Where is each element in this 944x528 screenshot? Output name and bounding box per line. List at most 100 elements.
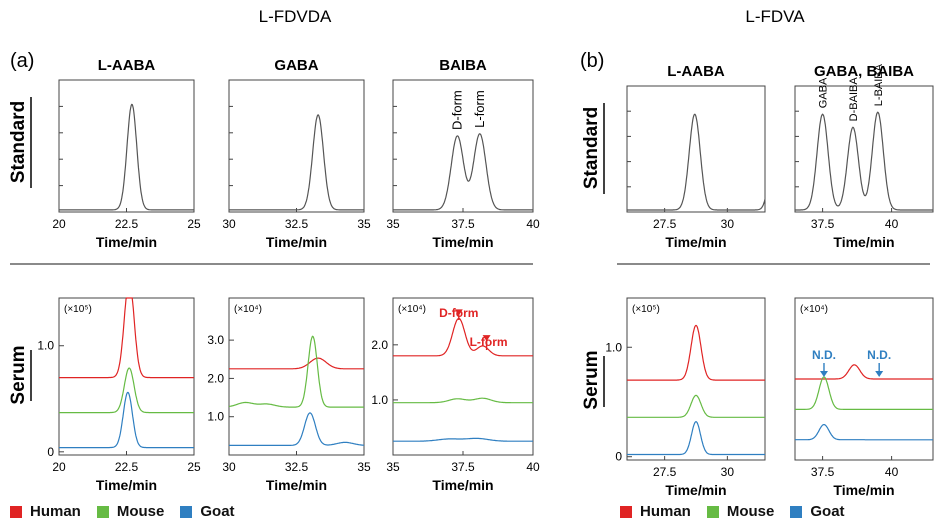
- legend-right: Human Mouse Goat: [620, 503, 861, 520]
- peak-annotation: L-form: [472, 90, 487, 128]
- y-tick-label: 1.0: [371, 393, 388, 407]
- y-tick-label: 2.0: [371, 338, 388, 352]
- human-swatch: [620, 505, 632, 518]
- y-tick-label: 0: [47, 445, 54, 459]
- x-axis-label: Time/min: [665, 234, 726, 250]
- x-tick-label: 27.5: [653, 217, 677, 231]
- plot-frame: [228, 79, 365, 213]
- title-right: L-FDVA: [745, 7, 805, 26]
- x-axis-label: Time/min: [833, 482, 894, 498]
- y-tick-label: 1.0: [207, 410, 224, 424]
- x-tick-label: 20: [52, 460, 66, 474]
- x-tick-label: 35: [386, 460, 400, 474]
- arrow-head: [482, 335, 491, 342]
- row-label-standard-b: Standard: [581, 103, 605, 194]
- x-axis-label: Time/min: [665, 482, 726, 498]
- legend-item-mouse: Mouse: [706, 503, 775, 520]
- series-line-standard: [393, 133, 533, 211]
- legend-left: Human Mouse Goat: [10, 503, 251, 520]
- x-tick-label: 30: [721, 465, 735, 479]
- legend-goat-label: Goat: [810, 503, 845, 520]
- x-tick-label: 37.5: [811, 465, 835, 479]
- peak-annotation: D-BAIBA: [848, 77, 860, 122]
- plot-frame: [392, 297, 534, 456]
- x-tick-label: 25: [187, 217, 201, 231]
- chart-title: BAIBA: [439, 57, 487, 74]
- x-tick-label: 32.5: [285, 217, 309, 231]
- series-line-standard: [229, 114, 364, 211]
- chart-serum-a-aaba: 20 22.5 25 0 1.0 Time/min (×10⁵): [37, 297, 201, 493]
- annotation-nd: N.D.: [867, 348, 891, 362]
- series-line-standard: [627, 113, 766, 211]
- chart-serum-a-gaba: 30 32.5 35 1.0 2.0 3.0 Time/min (×10⁴): [207, 297, 371, 493]
- series-line-mouse: [795, 376, 933, 410]
- svg-text:Serum: Serum: [8, 345, 29, 404]
- series-line-goat: [229, 412, 364, 446]
- y-tick-label: 1.0: [37, 339, 54, 353]
- scale-label: (×10⁵): [632, 304, 660, 315]
- chart-std-a-baiba: 35 37.5 40 Time/min BAIBA D-form L-form: [386, 57, 540, 250]
- scale-label: (×10⁴): [234, 304, 262, 315]
- series-line-goat: [795, 424, 933, 441]
- x-tick-label: 40: [885, 465, 899, 479]
- x-tick-label: 35: [357, 460, 371, 474]
- legend-item-mouse: Mouse: [96, 503, 164, 520]
- chart-title: L-AABA: [667, 63, 725, 80]
- x-tick-label: 22.5: [115, 217, 139, 231]
- x-tick-label: 25: [187, 460, 201, 474]
- chart-std-a-aaba: 20 22.5 25 Time/min L-AABA: [52, 57, 201, 250]
- x-tick-label: 30: [721, 217, 735, 231]
- annotation-l-form: L-form: [470, 335, 508, 349]
- x-tick-label: 37.5: [811, 217, 835, 231]
- y-tick-label: 1.0: [605, 340, 622, 354]
- series-line-human: [59, 297, 194, 379]
- series-line-goat: [393, 437, 533, 442]
- series-line-mouse: [228, 335, 364, 408]
- legend-goat-label: Goat: [200, 503, 235, 520]
- x-tick-label: 35: [386, 217, 400, 231]
- legend-item-goat: Goat: [790, 503, 845, 520]
- panel-b-label: (b): [580, 50, 604, 72]
- mouse-swatch: [96, 505, 109, 518]
- scale-label: (×10⁴): [800, 304, 828, 315]
- plot-frame: [228, 297, 365, 456]
- x-tick-label: 32.5: [285, 460, 309, 474]
- y-tick-label: 3.0: [207, 333, 224, 347]
- chart-title: L-AABA: [98, 57, 156, 74]
- title-left: L-FDVDA: [259, 7, 332, 26]
- svg-text:Standard: Standard: [8, 101, 29, 183]
- row-label-serum-b: Serum: [581, 350, 605, 410]
- human-swatch: [10, 505, 22, 518]
- legend-item-human: Human: [10, 503, 81, 520]
- x-axis-label: Time/min: [96, 477, 157, 493]
- legend-human-label: Human: [640, 503, 691, 520]
- row-label-standard-a: Standard: [8, 97, 32, 188]
- series-line-human: [627, 324, 765, 381]
- peak-annotation: L-BAIBA: [873, 63, 885, 106]
- legend-human-label: Human: [30, 503, 81, 520]
- chart-title: GABA, BAIBA: [814, 63, 914, 80]
- goat-swatch: [790, 505, 803, 518]
- x-axis-label: Time/min: [266, 234, 327, 250]
- arrow-head: [819, 371, 828, 377]
- series-line-standard: [59, 103, 194, 211]
- plot-frame: [794, 85, 934, 213]
- x-tick-label: 30: [222, 217, 236, 231]
- x-tick-label: 22.5: [115, 460, 139, 474]
- series-line-mouse: [393, 397, 533, 404]
- x-axis-label: Time/min: [266, 477, 327, 493]
- panel-a-label: (a): [10, 50, 34, 72]
- x-axis-label: Time/min: [833, 234, 894, 250]
- x-tick-label: 37.5: [451, 460, 475, 474]
- x-tick-label: 37.5: [451, 217, 475, 231]
- scale-label: (×10⁴): [398, 304, 426, 315]
- x-axis-label: Time/min: [432, 234, 493, 250]
- x-tick-label: 40: [526, 460, 540, 474]
- x-tick-label: 30: [222, 460, 236, 474]
- series-line-standard: [795, 111, 933, 211]
- series-line-human: [393, 317, 533, 357]
- legend-mouse-label: Mouse: [726, 503, 775, 520]
- arrow-head: [454, 309, 463, 316]
